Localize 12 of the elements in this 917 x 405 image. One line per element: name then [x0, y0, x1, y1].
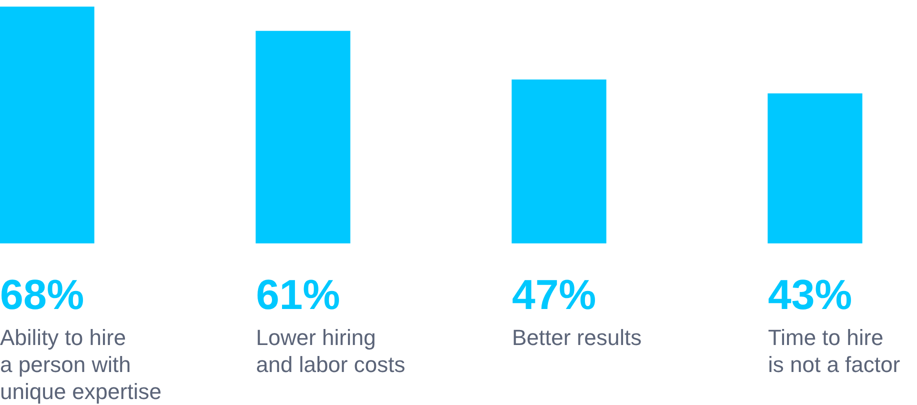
data-label: 43% — [768, 271, 852, 318]
bar — [512, 80, 606, 244]
bar — [0, 6, 94, 244]
x-tick-label: Time to hire is not a factor — [768, 325, 900, 377]
bar — [256, 30, 350, 244]
data-label: 61% — [256, 271, 340, 318]
x-tick-label: Lower hiring and labor costs — [256, 325, 406, 377]
x-tick-label: Ability to hire a person with unique expertise — [0, 325, 162, 404]
data-label: 68% — [0, 271, 84, 318]
bar — [768, 93, 862, 244]
x-tick-label: Better results — [512, 325, 642, 350]
data-label: 47% — [512, 271, 596, 318]
